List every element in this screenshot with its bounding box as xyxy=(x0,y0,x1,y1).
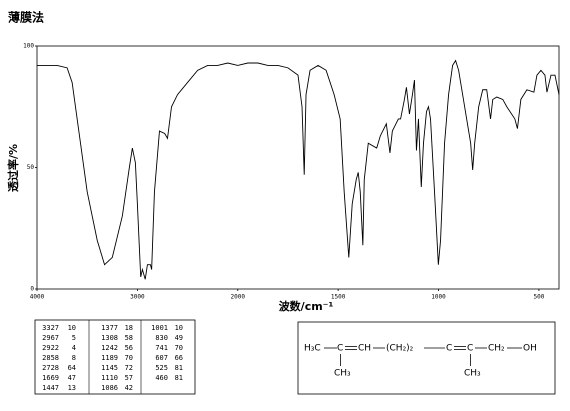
chem-group: C xyxy=(446,344,452,354)
x-tick-label: 1500 xyxy=(331,294,346,301)
peak-transmittance: 66 xyxy=(175,354,183,362)
chem-group: H₃C xyxy=(304,344,321,354)
peak-wavenumber: 741 xyxy=(155,344,168,352)
chem-group: (CH₂)₂ xyxy=(386,344,414,354)
x-tick-label: 1000 xyxy=(431,294,446,301)
y-axis-label: 透过率/% xyxy=(6,144,20,192)
peak-transmittance: 72 xyxy=(125,364,133,372)
peak-table-frame xyxy=(34,319,196,395)
peak-transmittance: 10 xyxy=(68,324,76,332)
chart-title: 薄膜法 xyxy=(8,10,44,25)
peak-wavenumber: 1308 xyxy=(101,334,118,342)
peak-transmittance: 4 xyxy=(72,344,76,352)
chem-group: OH xyxy=(523,344,537,354)
peak-wavenumber: 2967 xyxy=(42,334,59,342)
peak-wavenumber: 1377 xyxy=(101,324,118,332)
peak-wavenumber: 2922 xyxy=(42,344,59,352)
y-tick-label: 100 xyxy=(23,43,34,50)
peak-transmittance: 18 xyxy=(125,324,133,332)
peak-wavenumber: 2728 xyxy=(42,364,59,372)
peak-transmittance: 70 xyxy=(125,354,133,362)
peak-wavenumber: 1110 xyxy=(101,374,118,382)
plot-frame xyxy=(36,45,560,290)
peak-wavenumber: 2858 xyxy=(42,354,59,362)
peak-transmittance: 56 xyxy=(125,344,133,352)
x-tick-label: 3000 xyxy=(130,294,145,301)
peak-transmittance: 81 xyxy=(175,364,183,372)
peak-wavenumber: 1447 xyxy=(42,384,59,392)
y-tick-label: 0 xyxy=(30,286,34,293)
peak-wavenumber: 607 xyxy=(155,354,168,362)
x-tick-label: 500 xyxy=(534,294,545,301)
chem-group: C xyxy=(467,344,473,354)
peak-wavenumber: 525 xyxy=(155,364,168,372)
peak-wavenumber: 1669 xyxy=(42,374,59,382)
structure: H₃C C CH (CH₂)₂ C C CH₂ OH CH₃ CH₃ xyxy=(297,321,556,395)
peak-transmittance: 49 xyxy=(175,334,183,342)
peak-transmittance: 8 xyxy=(72,354,76,362)
peak-transmittance: 5 xyxy=(72,334,76,342)
peak-wavenumber: 1001 xyxy=(151,324,168,332)
peak-wavenumber: 1086 xyxy=(101,384,118,392)
peak-transmittance: 47 xyxy=(68,374,76,382)
peak-transmittance: 42 xyxy=(125,384,133,392)
peak-transmittance: 81 xyxy=(175,374,183,382)
structure-frame xyxy=(297,321,556,395)
peak-transmittance: 64 xyxy=(68,364,76,372)
peak-wavenumber: 1145 xyxy=(101,364,118,372)
chem-group: CH₂ xyxy=(488,344,505,354)
peak-wavenumber: 1242 xyxy=(101,344,118,352)
chem-group: C xyxy=(337,344,343,354)
x-axis-label: 波数/cm⁻¹ xyxy=(279,299,334,313)
chem-substituent: CH₃ xyxy=(334,369,351,379)
peak-wavenumber: 1189 xyxy=(101,354,118,362)
peak-wavenumber: 3327 xyxy=(42,324,59,332)
peak-transmittance: 57 xyxy=(125,374,133,382)
x-tick-label: 4000 xyxy=(30,294,45,301)
peak-wavenumber: 830 xyxy=(155,334,168,342)
y-tick-label: 50 xyxy=(27,164,35,171)
chem-substituent: CH₃ xyxy=(464,369,481,379)
peak-transmittance: 10 xyxy=(175,324,183,332)
x-tick-label: 2000 xyxy=(231,294,246,301)
peak-wavenumber: 460 xyxy=(155,374,168,382)
peak-transmittance: 58 xyxy=(125,334,133,342)
peak-transmittance: 13 xyxy=(68,384,76,392)
peak-transmittance: 70 xyxy=(175,344,183,352)
chem-group: CH xyxy=(358,344,371,354)
spectrum-line xyxy=(37,59,560,280)
